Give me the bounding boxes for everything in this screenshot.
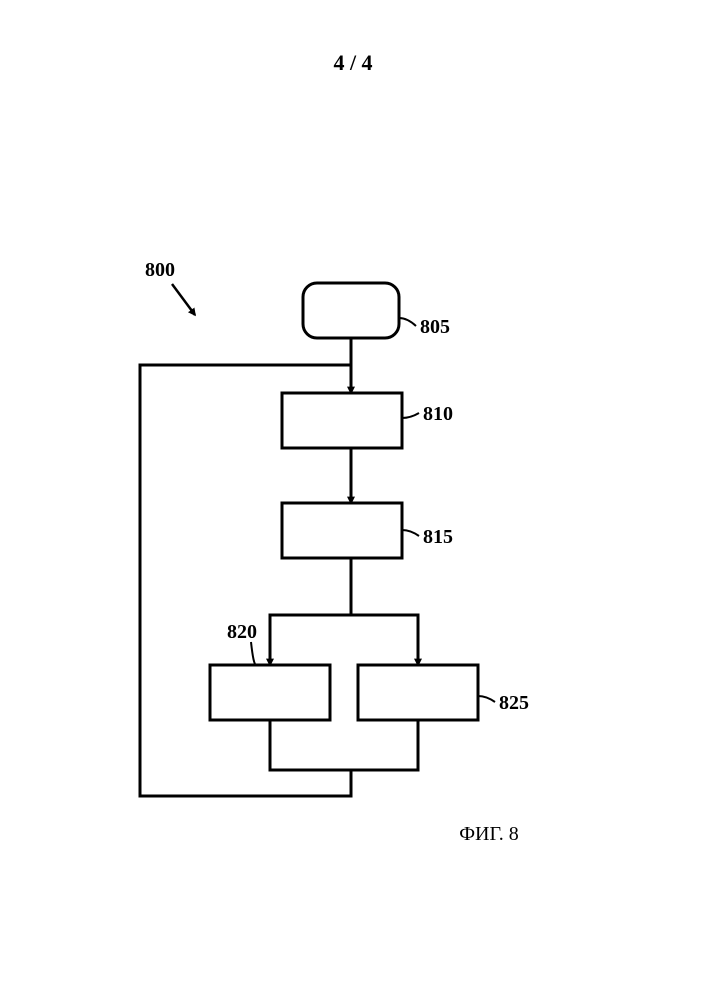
label-825: 825 bbox=[499, 692, 529, 714]
diagram-label: 800 bbox=[145, 259, 175, 281]
page-header: 4 / 4 bbox=[333, 50, 372, 75]
node-825 bbox=[358, 665, 478, 720]
label-810: 810 bbox=[423, 403, 453, 425]
diagram-pointer-arrow bbox=[172, 284, 195, 315]
label-815: 815 bbox=[423, 526, 453, 548]
label-820: 820 bbox=[227, 621, 257, 643]
label-805: 805 bbox=[420, 316, 450, 338]
leader-820 bbox=[251, 642, 256, 665]
node-805 bbox=[303, 283, 399, 338]
leader-805 bbox=[399, 318, 416, 326]
leader-810 bbox=[402, 413, 419, 418]
leader-815 bbox=[402, 530, 419, 536]
figure-caption: ФИГ. 8 bbox=[459, 823, 519, 845]
node-820 bbox=[210, 665, 330, 720]
node-810 bbox=[282, 393, 402, 448]
node-815 bbox=[282, 503, 402, 558]
leader-825 bbox=[478, 696, 495, 702]
